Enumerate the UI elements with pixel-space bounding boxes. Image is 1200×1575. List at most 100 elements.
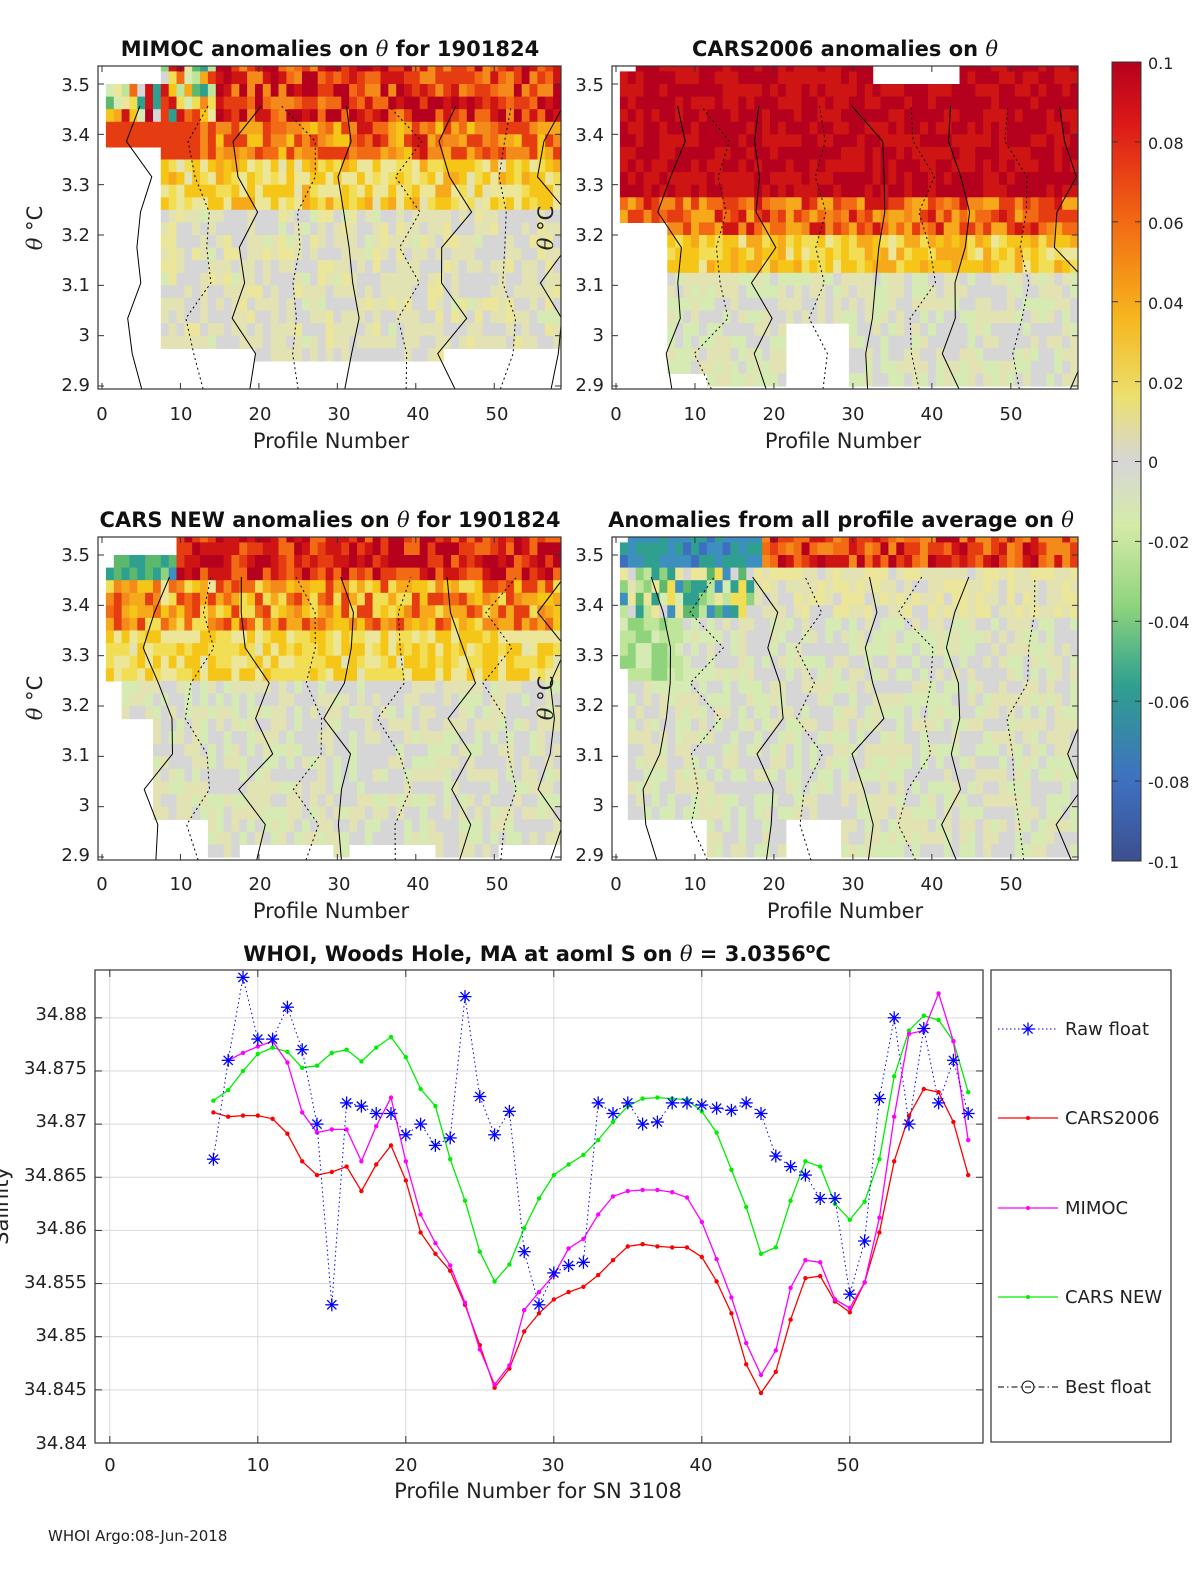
heatmap-cell bbox=[427, 580, 436, 594]
heatmap-cell bbox=[215, 617, 225, 632]
heatmap-cell bbox=[357, 222, 366, 236]
heatmap-cell bbox=[153, 567, 162, 581]
heatmap-cell bbox=[738, 172, 747, 186]
heatmap-cell bbox=[856, 297, 866, 312]
heatmap-cell bbox=[714, 222, 724, 236]
heatmap-cell bbox=[746, 731, 755, 745]
heatmap-cell bbox=[706, 555, 716, 569]
heatmap-cell bbox=[904, 630, 913, 644]
heatmap-cell bbox=[262, 260, 272, 274]
heatmap-cell bbox=[959, 71, 968, 85]
heatmap-cell bbox=[841, 260, 850, 274]
heatmap-cell bbox=[967, 348, 976, 362]
heatmap-cell bbox=[482, 134, 491, 148]
heatmap-cell bbox=[833, 768, 842, 783]
heatmap-cell bbox=[1046, 310, 1055, 324]
contour-line bbox=[437, 105, 473, 389]
heatmap-cell bbox=[215, 323, 225, 337]
heatmap-cell bbox=[627, 542, 637, 556]
heatmap-cell bbox=[317, 643, 327, 657]
heatmap-cell bbox=[785, 806, 795, 820]
heatmap-cell bbox=[309, 668, 319, 682]
heatmap-cell bbox=[651, 209, 660, 223]
heatmap-cell bbox=[364, 84, 374, 98]
heatmap-cell bbox=[176, 630, 185, 644]
heatmap-cell bbox=[458, 335, 468, 349]
heatmap-cell bbox=[951, 323, 961, 337]
heatmap-cell bbox=[675, 706, 684, 720]
x-tick: 30 bbox=[328, 874, 351, 895]
heatmap-cell bbox=[239, 567, 248, 581]
heatmap-cell bbox=[714, 718, 724, 732]
heatmap-cell bbox=[722, 159, 732, 173]
heatmap-cell bbox=[967, 121, 976, 135]
heatmap-cell bbox=[302, 272, 311, 286]
heatmap-cell bbox=[912, 260, 921, 274]
heatmap-cell bbox=[722, 605, 732, 619]
heatmap-cell bbox=[659, 617, 668, 632]
heatmap-cell bbox=[856, 655, 866, 669]
heatmap-cell bbox=[388, 172, 397, 186]
heatmap-cell bbox=[856, 222, 866, 236]
heatmap-cell bbox=[553, 260, 561, 274]
heatmap-cell bbox=[746, 260, 755, 274]
heatmap-cell bbox=[959, 348, 968, 362]
heatmap-cell bbox=[372, 831, 381, 845]
heatmap-cell bbox=[619, 159, 629, 173]
heatmap-cell bbox=[975, 197, 984, 211]
heatmap-cell bbox=[754, 222, 763, 236]
heatmap-cell bbox=[643, 542, 653, 556]
heatmap-cell bbox=[643, 184, 653, 198]
heatmap-cell bbox=[651, 66, 660, 72]
heatmap-cell bbox=[160, 655, 170, 669]
heatmap-cell bbox=[247, 197, 256, 211]
heatmap-cell bbox=[1022, 146, 1032, 161]
heatmap-cell bbox=[192, 605, 201, 619]
contour-line bbox=[323, 576, 354, 860]
heatmap-cell bbox=[975, 121, 984, 135]
heatmap-cell bbox=[121, 109, 130, 123]
heatmap-cell bbox=[770, 184, 779, 198]
heatmap-cell bbox=[435, 121, 444, 135]
heatmap-cell bbox=[105, 605, 115, 619]
heatmap-cell bbox=[920, 297, 929, 312]
heatmap-cell bbox=[490, 172, 499, 186]
heatmap-cell bbox=[1022, 260, 1032, 274]
heatmap-cell bbox=[635, 768, 645, 783]
heatmap-cell bbox=[793, 806, 803, 820]
panel-title: MIMOC anomalies on θ for 1901824 bbox=[121, 37, 539, 61]
heatmap-cell bbox=[825, 643, 834, 657]
heatmap-cell bbox=[825, 71, 834, 85]
heatmap-cell bbox=[215, 580, 225, 594]
heatmap-cell bbox=[380, 197, 389, 211]
heatmap-cell bbox=[746, 819, 755, 833]
heatmap-cell bbox=[419, 819, 429, 833]
heatmap-cell bbox=[427, 617, 436, 632]
heatmap-cell bbox=[643, 756, 653, 770]
heatmap-cell bbox=[691, 743, 700, 757]
heatmap-cell bbox=[443, 260, 452, 274]
heatmap-cell bbox=[231, 680, 240, 694]
heatmap-cell bbox=[801, 134, 811, 148]
heatmap-cell bbox=[372, 197, 381, 211]
heatmap-cell bbox=[691, 247, 700, 261]
heatmap-cell bbox=[498, 172, 507, 186]
heatmap-cell bbox=[506, 768, 515, 783]
heatmap-cell bbox=[651, 109, 660, 123]
heatmap-cell bbox=[770, 222, 779, 236]
heatmap-cell bbox=[675, 285, 684, 299]
heatmap-cell bbox=[999, 109, 1008, 123]
heatmap-cell bbox=[255, 567, 264, 581]
heatmap-cell bbox=[223, 134, 232, 148]
heatmap-cell bbox=[184, 537, 193, 543]
heatmap-cell bbox=[176, 84, 185, 98]
heatmap-cell bbox=[404, 272, 413, 286]
heatmap-cell bbox=[309, 605, 319, 619]
heatmap-cell bbox=[309, 71, 319, 85]
heatmap-cell bbox=[231, 844, 240, 858]
heatmap-cell bbox=[714, 285, 724, 299]
heatmap-cell bbox=[1006, 348, 1016, 362]
heatmap-cell bbox=[435, 66, 444, 72]
heatmap-cell bbox=[294, 335, 303, 349]
heatmap-cell bbox=[801, 555, 811, 569]
